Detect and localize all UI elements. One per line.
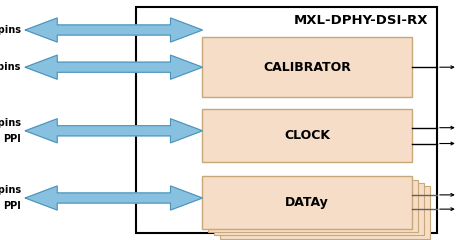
Text: PPI: PPI: [3, 134, 21, 144]
Bar: [202, 109, 411, 162]
Polygon shape: [25, 55, 202, 79]
Text: DATAy interface pins: DATAy interface pins: [0, 185, 21, 195]
Polygon shape: [25, 186, 202, 210]
Polygon shape: [25, 119, 202, 143]
Text: PPI: PPI: [3, 201, 21, 211]
Bar: [220, 186, 429, 239]
Bar: [208, 180, 417, 232]
Text: CALIBRATOR pins: CALIBRATOR pins: [0, 62, 21, 72]
Bar: [202, 37, 411, 97]
Text: DATAy: DATAy: [285, 196, 328, 209]
Text: CLOCK interface pins: CLOCK interface pins: [0, 118, 21, 128]
Polygon shape: [25, 18, 202, 42]
Text: CALIBRATOR: CALIBRATOR: [263, 61, 350, 74]
Bar: [135, 7, 436, 233]
Bar: [202, 176, 411, 229]
Text: GLOBAL pins: GLOBAL pins: [0, 25, 21, 35]
Bar: [214, 183, 423, 235]
Text: MXL-DPHY-DSI-RX: MXL-DPHY-DSI-RX: [293, 14, 427, 27]
Text: CLOCK: CLOCK: [284, 129, 330, 142]
